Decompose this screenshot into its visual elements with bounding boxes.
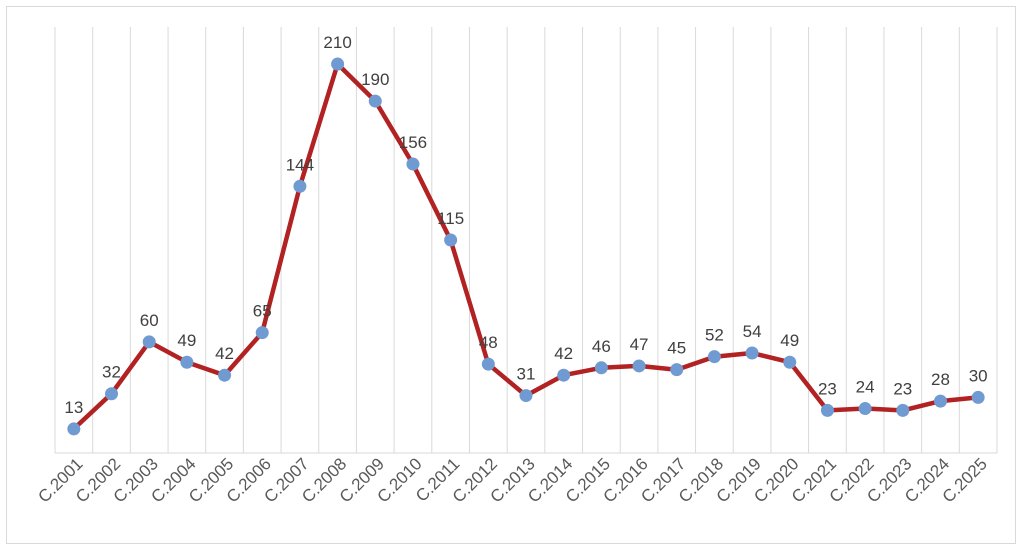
chart-frame: C.2001 C.2002 C.2003 C.2004 C.2005 C.2006 C.20… [6, 6, 1016, 544]
data-point [858, 402, 872, 416]
data-point [745, 346, 759, 360]
data-point [783, 355, 797, 369]
data-label: 49 [177, 331, 196, 350]
data-point [67, 422, 81, 436]
data-label: 46 [592, 337, 611, 356]
data-labels: 13 32 60 49 42 65 144 210 190 156 115 48 31 42 46 47 45 5… [64, 33, 987, 417]
data-label: 65 [253, 302, 272, 321]
data-point [255, 326, 269, 340]
data-label: 23 [893, 379, 912, 398]
data-point [933, 394, 947, 408]
data-label: 48 [479, 333, 498, 352]
data-point [896, 403, 910, 417]
data-label: 54 [743, 322, 762, 341]
data-point [331, 57, 345, 71]
data-point [519, 389, 533, 403]
data-label: 31 [517, 365, 536, 384]
data-label: 28 [931, 370, 950, 389]
data-label: 23 [818, 379, 837, 398]
data-label: 42 [554, 344, 573, 363]
data-point [368, 94, 382, 108]
data-label: 52 [705, 326, 724, 345]
data-point [406, 157, 420, 171]
data-point [707, 350, 721, 364]
data-point [971, 390, 985, 404]
data-label: 156 [399, 133, 427, 152]
data-point [481, 357, 495, 371]
data-label: 42 [215, 344, 234, 363]
data-point [557, 368, 571, 382]
data-label: 24 [856, 378, 875, 397]
data-label: 190 [361, 70, 389, 89]
data-point [293, 179, 307, 193]
data-label: 60 [140, 311, 159, 330]
data-label: 49 [780, 331, 799, 350]
x-tick-labels: C.2001C.2002C.2003C.2004C.2005C.2006C.20… [34, 454, 991, 506]
data-label: 45 [667, 339, 686, 358]
data-label: 144 [286, 155, 314, 174]
line-chart: C.2001C.2002C.2003C.2004C.2005C.2006C.20… [34, 27, 998, 506]
data-label: 32 [102, 363, 121, 382]
data-label: 30 [969, 366, 988, 385]
data-point [820, 403, 834, 417]
data-label: 210 [323, 33, 351, 52]
data-point [594, 361, 608, 375]
data-point [632, 359, 646, 373]
data-point [218, 368, 232, 382]
gridlines [54, 27, 998, 453]
data-point [142, 335, 156, 349]
data-point [180, 355, 194, 369]
data-point [670, 363, 684, 377]
data-label: 13 [64, 398, 83, 417]
data-point [444, 233, 458, 247]
data-point [105, 387, 119, 401]
data-label: 115 [437, 209, 464, 228]
data-label: 47 [630, 335, 649, 354]
data-points [67, 57, 985, 436]
